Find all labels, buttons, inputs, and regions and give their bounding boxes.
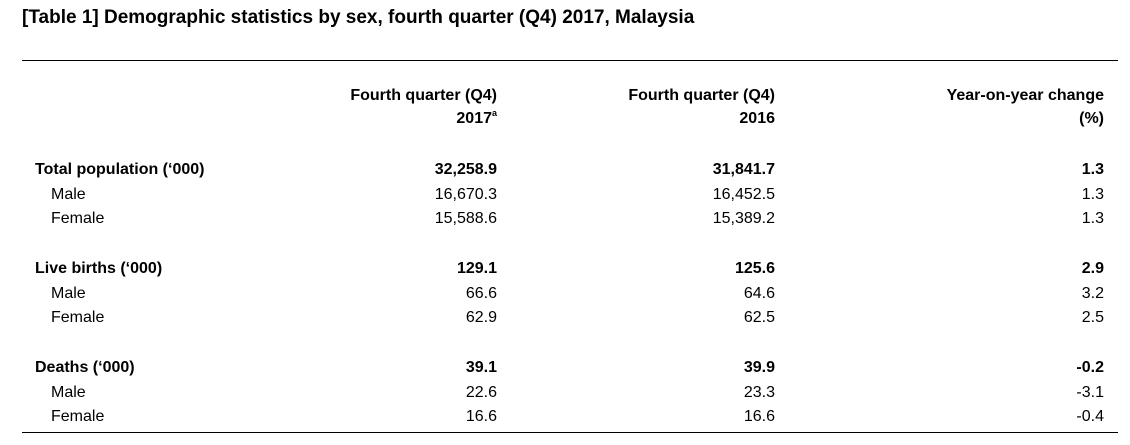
row-value: 15,389.2 [712, 210, 775, 227]
section-value: 39.1 [465, 359, 497, 376]
row-label: Female [51, 210, 105, 227]
section-value: 129.1 [456, 260, 497, 277]
column-header: 2017 [456, 110, 492, 127]
row-value: 66.6 [465, 284, 497, 302]
row-value: 16,452.5 [712, 185, 775, 203]
row-value: 62.5 [743, 309, 775, 326]
column-header: (%) [1079, 110, 1104, 127]
row-value: 16,670.3 [434, 185, 497, 203]
row-value: 1.3 [1081, 185, 1104, 203]
row-label: Male [51, 383, 86, 401]
row-value: 16.6 [743, 408, 775, 425]
column-header: Year-on-year change [946, 87, 1104, 104]
table-title: [Table 1] Demographic statistics by sex,… [22, 7, 695, 28]
section-value: 1.3 [1081, 161, 1104, 178]
section-value: 31,841.7 [712, 161, 775, 178]
section-value: 2.9 [1081, 260, 1104, 277]
section-label: Live births (‘000) [35, 260, 163, 277]
section-label: Total population (‘000) [35, 161, 205, 178]
column-header: Fourth quarter (Q4) [350, 87, 497, 104]
row-label: Female [51, 408, 105, 425]
row-label: Male [51, 284, 86, 302]
row-value: -0.4 [1076, 408, 1104, 425]
row-value: 62.9 [465, 309, 497, 326]
row-value: 22.6 [465, 383, 497, 401]
row-value: -3.1 [1076, 383, 1104, 401]
column-header: (%) [1079, 109, 1104, 129]
row-value: 2.5 [1081, 309, 1104, 326]
section-value: 125.6 [734, 260, 775, 277]
top-rule [22, 60, 1118, 61]
row-value: 64.6 [743, 284, 775, 302]
section-value: -0.2 [1076, 359, 1104, 376]
row-value: 3.2 [1081, 284, 1104, 302]
footnote-mark: a [491, 108, 497, 118]
section-value: 32,258.9 [434, 161, 497, 178]
column-header: Fourth quarter (Q4) [628, 87, 775, 104]
column-header: 2016 [739, 109, 775, 129]
row-value: 15,588.6 [434, 210, 497, 227]
row-value: 16.6 [465, 408, 497, 425]
section-label: Deaths (‘000) [35, 359, 135, 376]
row-value: 23.3 [743, 383, 775, 401]
section-value: 39.9 [743, 359, 775, 376]
row-value: 1.3 [1081, 210, 1104, 227]
row-label: Male [51, 185, 86, 203]
column-header: 2016 [739, 110, 775, 127]
bottom-rule [22, 432, 1118, 433]
column-header: 2017a [456, 109, 497, 129]
row-label: Female [51, 309, 105, 326]
